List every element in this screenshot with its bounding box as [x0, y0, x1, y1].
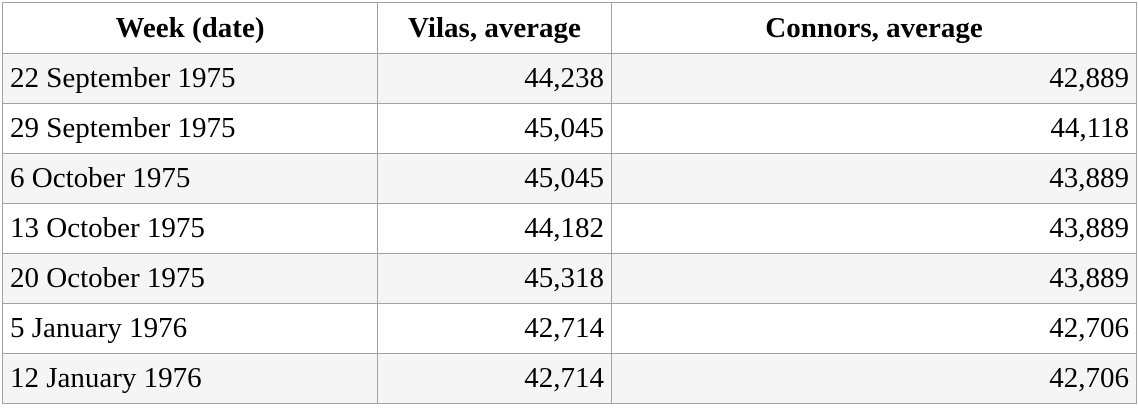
- cell-vilas: 45,045: [377, 103, 612, 154]
- header-cell-vilas: Vilas, average: [377, 2, 612, 54]
- table-row: 29 September 1975 45,045 44,118: [2, 103, 1137, 154]
- cell-connors: 43,889: [611, 253, 1137, 304]
- table-header: Week (date) Vilas, average Connors, aver…: [2, 2, 1137, 54]
- cell-vilas: 44,238: [377, 53, 612, 104]
- cell-week: 12 January 1976: [2, 353, 378, 404]
- cell-week: 6 October 1975: [2, 153, 378, 204]
- cell-connors: 43,889: [611, 153, 1137, 204]
- cell-connors: 42,889: [611, 53, 1137, 104]
- rankings-table: Week (date) Vilas, average Connors, aver…: [2, 2, 1137, 404]
- cell-vilas: 42,714: [377, 353, 612, 404]
- table-body: 22 September 1975 44,238 42,889 29 Septembe…: [2, 53, 1137, 404]
- cell-week: 5 January 1976: [2, 303, 378, 354]
- cell-week: 13 October 1975: [2, 203, 378, 254]
- table-row: 22 September 1975 44,238 42,889: [2, 53, 1137, 104]
- cell-connors: 42,706: [611, 303, 1137, 354]
- cell-vilas: 45,045: [377, 153, 612, 204]
- table-row: 13 October 1975 44,182 43,889: [2, 203, 1137, 254]
- cell-connors: 42,706: [611, 353, 1137, 404]
- cell-week: 29 September 1975: [2, 103, 378, 154]
- cell-connors: 44,118: [611, 103, 1137, 154]
- table-row: 5 January 1976 42,714 42,706: [2, 303, 1137, 354]
- table-row: 20 October 1975 45,318 43,889: [2, 253, 1137, 304]
- cell-vilas: 44,182: [377, 203, 612, 254]
- cell-connors: 43,889: [611, 203, 1137, 254]
- cell-vilas: 45,318: [377, 253, 612, 304]
- header-row: Week (date) Vilas, average Connors, aver…: [2, 2, 1137, 54]
- table-row: 6 October 1975 45,045 43,889: [2, 153, 1137, 204]
- table-row: 12 January 1976 42,714 42,706: [2, 353, 1137, 404]
- header-cell-connors: Connors, average: [611, 2, 1137, 54]
- cell-week: 22 September 1975: [2, 53, 378, 104]
- cell-vilas: 42,714: [377, 303, 612, 354]
- cell-week: 20 October 1975: [2, 253, 378, 304]
- header-cell-week: Week (date): [2, 2, 378, 54]
